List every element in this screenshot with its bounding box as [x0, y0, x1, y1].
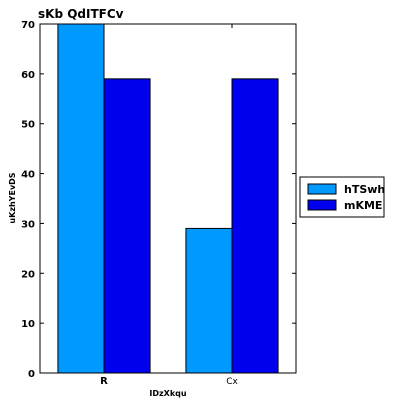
y-tick-label: 70: [21, 20, 35, 31]
bar-mKME-R: [103, 78, 151, 374]
bar-hTSwh-R: [57, 23, 105, 374]
y-tick-label: 60: [21, 70, 35, 81]
y-tick-label: 20: [21, 269, 35, 280]
y-tick-label: 10: [21, 319, 35, 330]
x-tick-label: R: [100, 376, 108, 387]
y-tick-label: 0: [28, 369, 35, 380]
plot-frame: [39, 23, 297, 374]
y-tick-label: 30: [21, 219, 35, 230]
chart-title: sKb QdITFCv: [38, 7, 124, 21]
bar-hTSwh-Cx: [185, 227, 233, 374]
legend-label-mKME: mKME: [344, 199, 382, 212]
y-tick-label: 50: [21, 120, 35, 131]
y-axis-label: uKzhYEvDS: [8, 172, 17, 223]
plot-area: 0 10 20 30 40 50 60 70 R Cx: [21, 20, 297, 387]
legend-label-hTSwh: hTSwh: [344, 183, 385, 196]
legend-swatch-hTSwh: [307, 183, 337, 195]
y-tick-label: 40: [21, 170, 35, 181]
legend-swatch-mKME: [307, 199, 337, 211]
bar-mKME-Cx: [231, 78, 279, 374]
x-tick-label: Cx: [226, 377, 238, 387]
legend: hTSwh mKME: [299, 176, 385, 218]
x-axis-label: IDzXkqu: [149, 389, 186, 398]
